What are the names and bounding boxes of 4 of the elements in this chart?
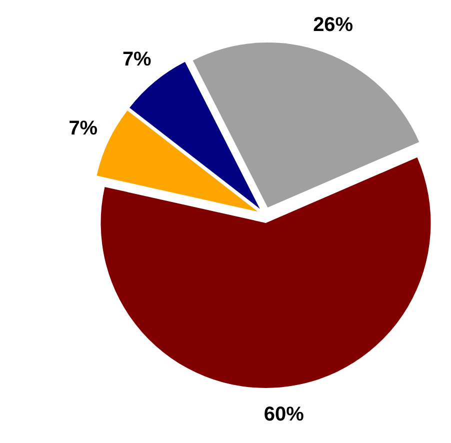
data-label: 26%	[313, 14, 354, 36]
data-label: 7%	[122, 48, 152, 70]
data-label: 60%	[264, 403, 304, 426]
data-label: 7%	[68, 118, 98, 140]
